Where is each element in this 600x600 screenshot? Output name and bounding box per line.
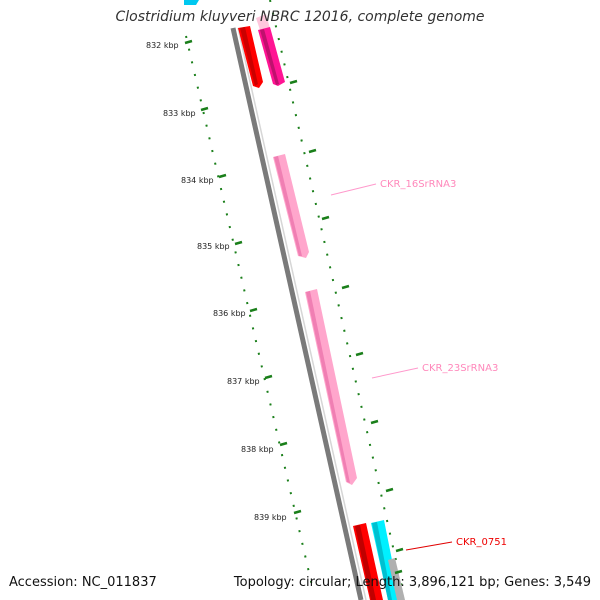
tick-label: 833 kbp bbox=[163, 109, 196, 118]
leader-line-23s bbox=[371, 367, 419, 379]
outer-scale-track bbox=[185, 35, 314, 591]
genome-summary: Topology: circular; Length: 3,896,121 bp… bbox=[233, 575, 591, 590]
gene-feature-other[interactable] bbox=[184, 0, 199, 5]
tick-mark bbox=[289, 79, 298, 85]
tick-label: 834 kbp bbox=[181, 176, 214, 185]
tick-mark bbox=[249, 307, 258, 313]
tick-mark bbox=[321, 215, 330, 221]
tick-mark bbox=[234, 240, 243, 246]
tick-label: 837 kbp bbox=[227, 377, 260, 386]
gene-feature-cds-shade bbox=[240, 27, 258, 86]
tick-label: 832 kbp bbox=[146, 41, 179, 50]
gene-feature-other-bottom-shade bbox=[372, 522, 392, 600]
genome-title: Clostridium kluyveri NBRC 12016, complet… bbox=[115, 9, 485, 25]
tick-mark bbox=[370, 419, 379, 425]
tick-label: 836 kbp bbox=[213, 309, 246, 318]
gene-feature-16s-rrna-shade bbox=[274, 156, 302, 256]
gene-feature-trna-shade bbox=[260, 29, 279, 85]
leader-line-16s bbox=[330, 183, 377, 196]
gene-feature-cds-0751-shade bbox=[355, 525, 376, 600]
tick-mark bbox=[184, 39, 193, 45]
tick-mark bbox=[394, 569, 403, 575]
tick-mark bbox=[355, 351, 364, 357]
tick-label: 839 kbp bbox=[254, 513, 287, 522]
tick-mark bbox=[308, 148, 317, 154]
gene-features bbox=[184, 0, 405, 600]
genome-backbone bbox=[230, 27, 367, 600]
tick-mark bbox=[385, 487, 394, 493]
gene-feature-gray bbox=[388, 558, 405, 600]
gene-label-cds-0751[interactable]: CKR_0751 bbox=[456, 537, 507, 548]
tick-label: 838 kbp bbox=[241, 445, 274, 454]
tick-mark bbox=[293, 509, 302, 515]
accession-label: Accession: NC_011837 bbox=[9, 575, 157, 590]
tick-label: 835 kbp bbox=[197, 242, 230, 251]
tick-mark bbox=[279, 441, 288, 447]
scale-ticks bbox=[184, 39, 404, 553]
tick-mark bbox=[341, 284, 350, 290]
gene-feature-23s-rrna-shade bbox=[306, 291, 350, 483]
tick-mark bbox=[395, 547, 404, 553]
gene-label-23s-rrna[interactable]: CKR_23SrRNA3 bbox=[422, 363, 498, 374]
tick-mark bbox=[264, 374, 273, 380]
tick-mark bbox=[200, 106, 209, 112]
tick-mark bbox=[218, 173, 227, 179]
inner-scale-track bbox=[269, 0, 405, 597]
gene-label-16s-rrna[interactable]: CKR_16SrRNA3 bbox=[380, 179, 456, 190]
leader-line-0751 bbox=[405, 541, 453, 551]
